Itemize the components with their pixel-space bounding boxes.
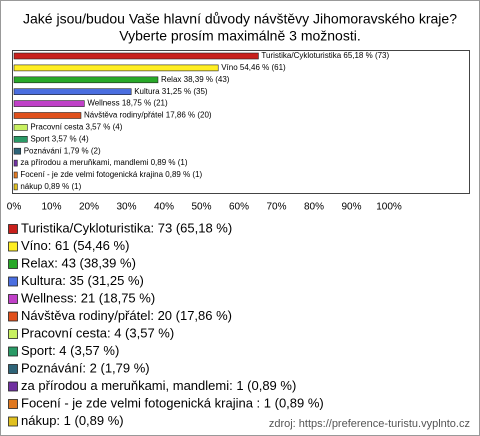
legend-label: Relax: 43 (38,39 %) [21, 255, 136, 270]
x-tick-label: 30% [116, 202, 136, 213]
legend-label: Návštěva rodiny/přátel: 20 (17,86 %) [21, 308, 232, 323]
legend-label: Wellness: 21 (18,75 %) [21, 290, 155, 305]
plot-frame [12, 50, 470, 194]
x-tick-label: 80% [304, 202, 324, 213]
bar [13, 112, 82, 119]
x-tick-label: 10% [41, 202, 61, 213]
legend-label: Focení - je zde velmi fotogenická krajin… [21, 395, 324, 410]
legend-label: Turistika/Cykloturistika: 73 (65,18 %) [21, 220, 232, 235]
legend-swatch [8, 346, 18, 357]
x-tick-label: 70% [266, 202, 286, 213]
legend-swatch [8, 329, 18, 339]
value-label: Sport 3,57 % (4) [30, 134, 89, 143]
bar [13, 52, 259, 60]
bar [13, 100, 85, 107]
value-label: Víno 54,46 % (61) [221, 63, 286, 72]
chart-subtitle: Vyberte prosím maximálně 3 možnosti. [119, 28, 360, 44]
bar [13, 183, 18, 191]
legend-swatch [8, 381, 18, 392]
value-label: Pracovní cesta 3,57 % (4) [30, 123, 122, 132]
x-tick-label: 40% [154, 202, 174, 213]
bar [13, 124, 28, 131]
legend-swatch [8, 276, 18, 287]
legend-swatch [8, 416, 18, 427]
legend-swatch [8, 294, 18, 304]
legend-label: Kultura: 35 (31,25 %) [21, 273, 144, 288]
x-tick-label: 0% [7, 202, 22, 213]
value-label: Návštěva rodiny/přátel 17,86 % (20) [84, 111, 212, 120]
bar [13, 136, 28, 143]
chart-title: Jaké jsou/budou Vaše hlavní důvody návšt… [23, 11, 457, 27]
x-tick-label: 60% [229, 202, 249, 213]
legend-label: Pracovní cesta: 4 (3,57 %) [21, 325, 174, 340]
value-label: Focení - je zde velmi fotogenická krajin… [20, 170, 202, 179]
legend-label: za přírodou a meruňkami, mandlemi: 1 (0,… [21, 378, 296, 393]
legend-swatch [8, 311, 18, 322]
legend-label: Poznávání: 2 (1,79 %) [21, 360, 150, 375]
value-label: Wellness 18,75 % (21) [87, 99, 168, 108]
source: zdroj: https://preference-turistu.vyplnt… [269, 418, 470, 430]
value-label: Poznávání 1,79 % (2) [24, 146, 101, 155]
value-label: Kultura 31,25 % (35) [134, 87, 208, 96]
bar [13, 171, 18, 179]
value-label: za přírodou a meruňkami, mandlemi 0,89 %… [20, 158, 188, 167]
bar [13, 88, 132, 95]
x-tick-label: 100% [376, 202, 402, 213]
legend-label: Víno: 61 (54,46 %) [21, 238, 129, 253]
value-label: Relax 38,39 % (43) [161, 75, 230, 84]
legend-label: nákup: 1 (0,89 %) [21, 413, 124, 428]
legend-swatch [8, 364, 18, 374]
bar [13, 147, 22, 155]
x-tick-label: 90% [341, 202, 361, 213]
value-label: Turistika/Cykloturistika 65,18 % (73) [261, 51, 389, 60]
legend-swatch [8, 259, 18, 269]
bar [13, 64, 219, 72]
bar [13, 159, 18, 167]
value-label: nákup 0,89 % (1) [20, 182, 81, 191]
bar [13, 76, 159, 84]
x-tick-label: 20% [79, 202, 99, 213]
legend-swatch [8, 224, 18, 234]
legend-swatch [8, 241, 18, 252]
legend-label: Sport: 4 (3,57 %) [21, 343, 119, 358]
legend-swatch [8, 399, 18, 409]
x-tick-label: 50% [191, 202, 211, 213]
